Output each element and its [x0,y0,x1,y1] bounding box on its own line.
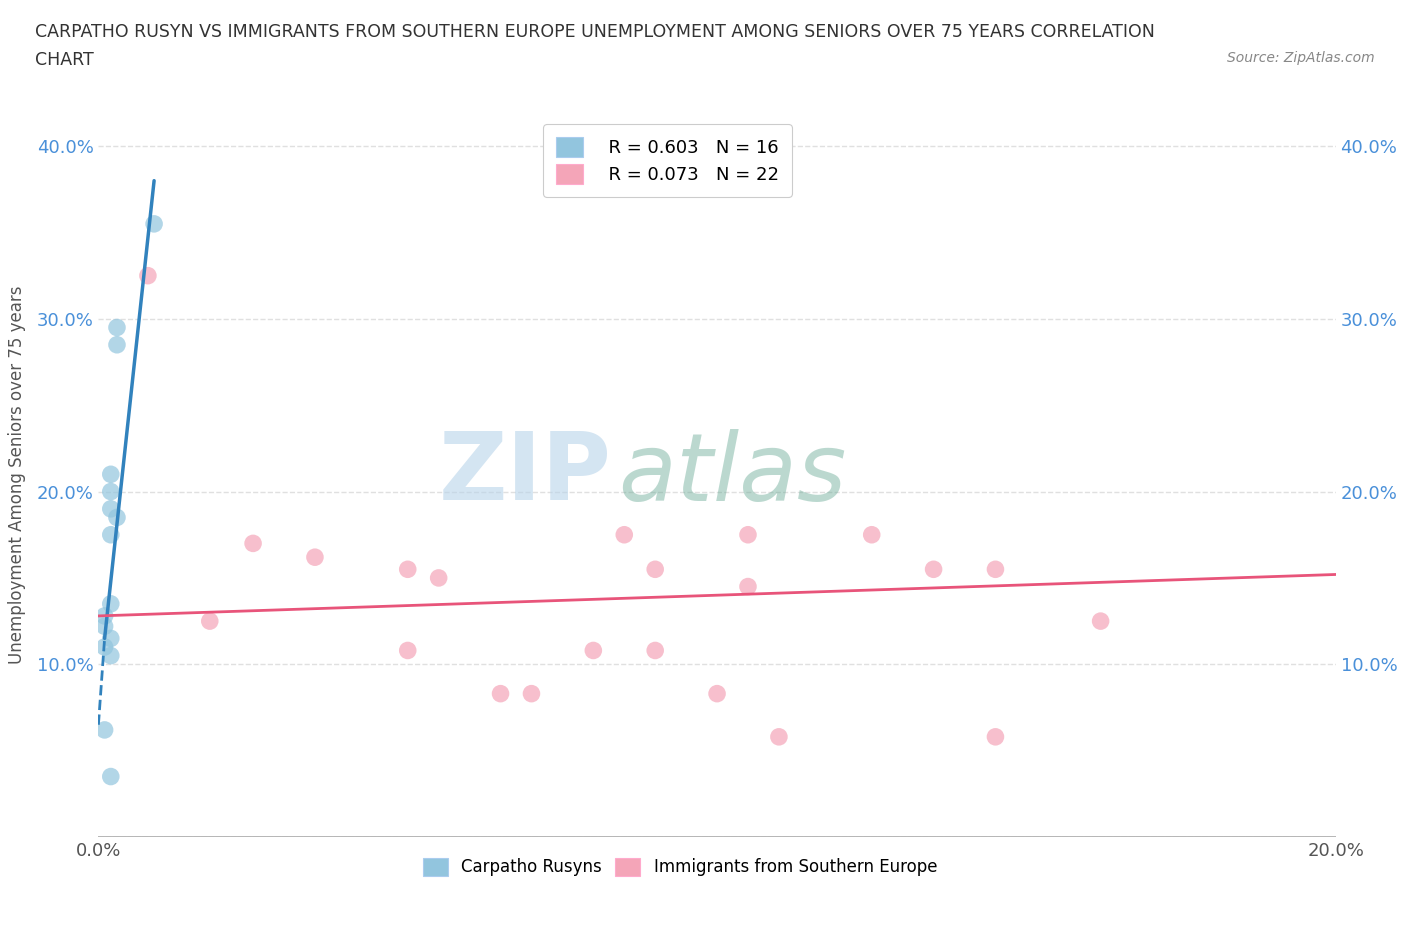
Point [644,643,666,658]
Point [143,217,166,232]
Point [644,562,666,577]
Text: Source: ZipAtlas.com: Source: ZipAtlas.com [1227,51,1375,65]
Point [427,570,450,585]
Point [242,536,264,551]
Point [304,550,326,565]
Point [105,510,128,525]
Point [396,562,419,577]
Point [922,562,945,577]
Point [100,501,122,516]
Point [100,485,122,499]
Point [489,686,512,701]
Text: CHART: CHART [35,51,94,69]
Y-axis label: Unemployment Among Seniors over 75 years: Unemployment Among Seniors over 75 years [7,286,25,663]
Point [100,467,122,482]
Point [105,338,128,352]
Point [93,618,115,633]
Point [100,648,122,663]
Point [93,723,115,737]
Point [93,608,115,623]
Text: ZIP: ZIP [439,429,612,520]
Point [860,527,883,542]
Point [100,631,122,645]
Point [93,640,115,655]
Point [984,562,1007,577]
Point [198,614,221,629]
Point [706,686,728,701]
Point [984,729,1007,744]
Point [396,643,419,658]
Point [1090,614,1112,629]
Point [100,769,122,784]
Point [100,527,122,542]
Text: atlas: atlas [619,429,846,520]
Point [768,729,790,744]
Point [136,268,159,283]
Text: CARPATHO RUSYN VS IMMIGRANTS FROM SOUTHERN EUROPE UNEMPLOYMENT AMONG SENIORS OVE: CARPATHO RUSYN VS IMMIGRANTS FROM SOUTHE… [35,23,1154,41]
Point [613,527,636,542]
Point [582,643,605,658]
Point [737,527,759,542]
Point [100,596,122,611]
Point [105,320,128,335]
Legend: Carpatho Rusyns, Immigrants from Southern Europe: Carpatho Rusyns, Immigrants from Souther… [416,851,943,884]
Point [520,686,543,701]
Point [737,579,759,594]
